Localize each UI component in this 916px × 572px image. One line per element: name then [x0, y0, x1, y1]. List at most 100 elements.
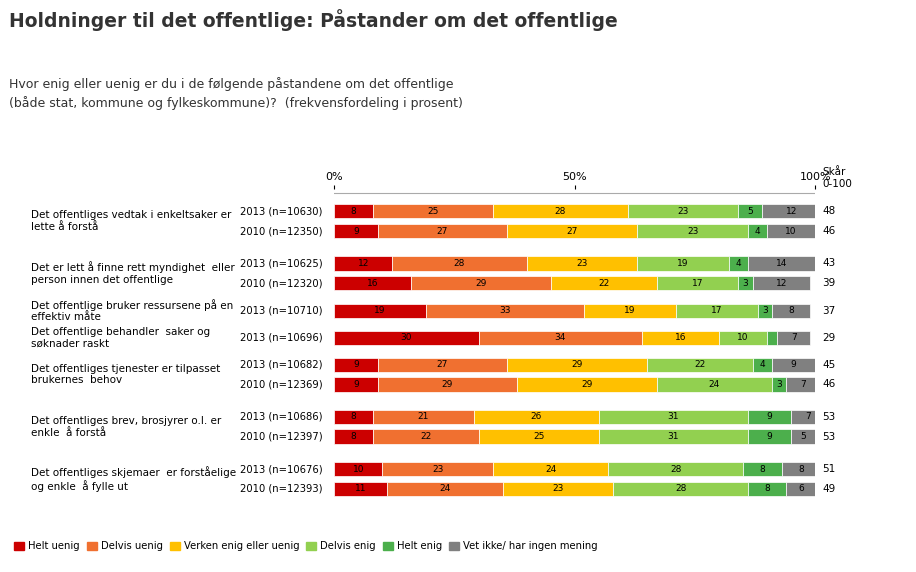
Text: 10: 10 [737, 333, 749, 342]
Text: 19: 19 [677, 259, 689, 268]
Text: 17: 17 [692, 279, 703, 288]
Bar [334, 430, 373, 444]
Legend: Helt uenig, Delvis uenig, Verken enig eller uenig, Delvis enig, Helt enig, Vet i: Helt uenig, Delvis uenig, Verken enig el… [10, 537, 602, 555]
Text: Det offentliges skjemaer  er forståelige
og enkle  å fylle ut: Det offentliges skjemaer er forståelige … [31, 466, 236, 492]
Text: 2010 (n=12369): 2010 (n=12369) [240, 379, 322, 390]
Bar [507, 358, 647, 372]
Bar [747, 224, 767, 238]
Text: Det offentlige behandler  saker og
søknader raskt: Det offentlige behandler saker og søknad… [31, 327, 211, 348]
Text: 33: 33 [499, 306, 511, 315]
Text: 7: 7 [801, 380, 806, 389]
Bar [334, 378, 377, 392]
Bar [474, 410, 599, 424]
Text: 4: 4 [759, 360, 765, 369]
Text: Det offentliges tjenester er tilpasset
brukernes  behov: Det offentliges tjenester er tilpasset b… [31, 364, 221, 386]
Text: 14: 14 [776, 259, 787, 268]
Bar [507, 224, 638, 238]
Text: 29: 29 [581, 380, 593, 389]
Bar [747, 410, 791, 424]
Text: 9: 9 [767, 432, 772, 441]
Bar [493, 462, 608, 476]
Text: 45: 45 [823, 360, 835, 370]
Bar [373, 204, 493, 219]
Text: 5: 5 [747, 206, 753, 216]
Text: 3: 3 [743, 279, 748, 288]
Bar [781, 462, 820, 476]
Text: 2010 (n=12397): 2010 (n=12397) [240, 432, 322, 442]
Text: Det er lett å finne rett myndighet  eller
person innen det offentlige: Det er lett å finne rett myndighet eller… [31, 261, 235, 285]
Text: Skår
0-100: Skår 0-100 [823, 167, 852, 189]
Bar [334, 462, 382, 476]
Bar [767, 331, 777, 345]
Text: 16: 16 [675, 333, 686, 342]
Bar [584, 304, 676, 318]
Text: 49: 49 [823, 484, 835, 494]
Text: 16: 16 [367, 279, 378, 288]
Text: 53: 53 [823, 432, 835, 442]
Text: 8: 8 [798, 464, 803, 474]
Text: 2013 (n=10710): 2013 (n=10710) [240, 306, 322, 316]
Text: 25: 25 [427, 206, 439, 216]
Bar [334, 358, 377, 372]
Text: 46: 46 [823, 379, 835, 390]
Text: 12: 12 [786, 206, 797, 216]
Text: 23: 23 [677, 206, 689, 216]
Text: 31: 31 [668, 432, 679, 441]
Text: 39: 39 [823, 278, 835, 288]
Bar [638, 256, 729, 271]
Text: 23: 23 [576, 259, 588, 268]
Text: 37: 37 [823, 306, 835, 316]
Bar [613, 482, 747, 496]
Bar [377, 224, 507, 238]
Text: 2010 (n=12320): 2010 (n=12320) [240, 278, 322, 288]
Text: 9: 9 [353, 380, 359, 389]
Text: Det offentliges vedtak i enkeltsaker er
lette å forstå: Det offentliges vedtak i enkeltsaker er … [31, 210, 232, 232]
Text: 29: 29 [823, 333, 835, 343]
Text: 19: 19 [375, 306, 386, 315]
Bar [786, 482, 815, 496]
Text: 46: 46 [823, 226, 835, 236]
Bar [642, 331, 719, 345]
Text: Det offentliges brev, brosjyrer o.l. er
enkle  å forstå: Det offentliges brev, brosjyrer o.l. er … [31, 416, 222, 438]
Text: 8: 8 [351, 206, 356, 216]
Text: 23: 23 [552, 484, 563, 493]
Text: 24: 24 [709, 380, 720, 389]
Text: 9: 9 [791, 360, 797, 369]
Text: 27: 27 [567, 227, 578, 236]
Bar [334, 224, 377, 238]
Bar [478, 331, 642, 345]
Text: Hvor enig eller uenig er du i de følgende påstandene om det offentlige
(både sta: Hvor enig eller uenig er du i de følgend… [9, 77, 463, 110]
Text: 2013 (n=10696): 2013 (n=10696) [240, 333, 322, 343]
Bar [334, 482, 387, 496]
Text: 34: 34 [555, 333, 566, 342]
Text: 29: 29 [442, 380, 453, 389]
Text: 2013 (n=10686): 2013 (n=10686) [240, 412, 322, 422]
Bar [753, 358, 772, 372]
Bar [738, 204, 762, 219]
Bar [747, 482, 786, 496]
Bar [478, 430, 599, 444]
Text: 10: 10 [353, 464, 365, 474]
Bar [777, 331, 811, 345]
Bar [551, 276, 657, 291]
Bar [387, 482, 503, 496]
Bar [647, 358, 753, 372]
Text: 53: 53 [823, 412, 835, 422]
Bar [791, 410, 824, 424]
Text: 21: 21 [418, 412, 429, 422]
Text: 22: 22 [420, 432, 431, 441]
Bar [762, 204, 820, 219]
Text: 3: 3 [762, 306, 768, 315]
Text: 8: 8 [789, 306, 794, 315]
Text: 7: 7 [791, 333, 797, 342]
Text: 4: 4 [736, 259, 741, 268]
Text: 26: 26 [530, 412, 542, 422]
Text: 8: 8 [759, 464, 765, 474]
Bar [334, 331, 478, 345]
Bar [772, 358, 815, 372]
Bar [426, 304, 584, 318]
Bar [627, 204, 738, 219]
Bar [527, 256, 638, 271]
Bar [767, 224, 815, 238]
Text: 6: 6 [798, 484, 803, 493]
